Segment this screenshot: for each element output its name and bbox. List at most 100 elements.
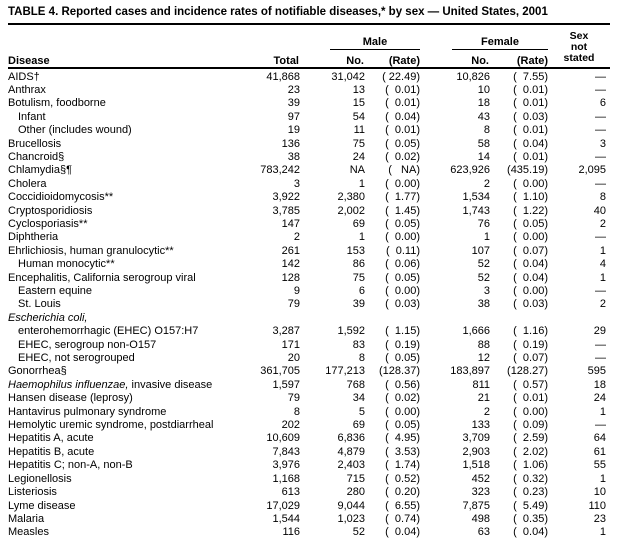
table-row: Human monocytic** 142 86 ( 0.06) 52 ( 0.… bbox=[8, 258, 610, 271]
male-no-cell: 2,403 bbox=[337, 459, 365, 472]
female-no-cell: 52 bbox=[477, 271, 490, 284]
disease-name: AIDS† bbox=[8, 70, 40, 83]
sex-not-stated-cell: 1 bbox=[599, 405, 607, 418]
male-no-cell: 86 bbox=[352, 258, 365, 271]
sex-not-stated-cell: — bbox=[595, 70, 607, 83]
table-row: Hepatitis B, acute 7,843 4,879 ( 3.53) 2… bbox=[8, 446, 610, 459]
disease-name: enterohemorrhagic (EHEC) O157:H7 bbox=[18, 325, 199, 338]
total-cell: 3,922 bbox=[272, 191, 300, 204]
female-no-cell: 58 bbox=[477, 137, 490, 150]
total-cell bbox=[242, 312, 300, 325]
female-rate-cell: ( 0.00) bbox=[513, 405, 549, 418]
disease-cell: Haemophilus influenzae, invasive disease bbox=[8, 379, 242, 392]
sex-not-stated-cell bbox=[548, 312, 610, 325]
female-no-cell: 38 bbox=[477, 298, 490, 311]
disease-cell: Listeriosis bbox=[8, 486, 242, 499]
male-rate-cell: ( 0.00) bbox=[385, 231, 420, 244]
sex-not-stated-cell: — bbox=[595, 231, 607, 244]
disease-cell: Measles bbox=[8, 526, 242, 539]
group-header-row: Male Female Sex not stated bbox=[8, 24, 611, 69]
male-no-cell: 153 bbox=[346, 244, 365, 257]
male-no-cell: 4,879 bbox=[337, 445, 365, 458]
female-no-cell: 21 bbox=[477, 392, 490, 405]
male-no-cell: 24 bbox=[352, 150, 365, 163]
female-rate-cell: ( 0.04) bbox=[513, 137, 549, 150]
table-row: Escherichia coli, bbox=[8, 312, 610, 325]
total-cell: 116 bbox=[282, 526, 300, 539]
male-no-cell: 1,023 bbox=[337, 512, 365, 525]
disease-name: Anthrax bbox=[8, 83, 46, 96]
diseases-by-sex-table: Male Female Sex not stated Disease Total… bbox=[8, 24, 611, 540]
total-cell: 1,597 bbox=[272, 378, 300, 391]
total-column-header: Total bbox=[242, 49, 300, 69]
male-no-cell: 1,592 bbox=[337, 325, 365, 338]
table-row: Other (includes wound) 19 11 ( 0.01) 8 (… bbox=[8, 124, 610, 137]
female-no-cell: 3 bbox=[483, 285, 490, 297]
female-no-cell: 623,926 bbox=[450, 164, 490, 177]
disease-cell: Gonorrhea§ bbox=[8, 365, 242, 378]
sex-not-stated-cell: — bbox=[595, 83, 607, 96]
female-rate-cell: ( 0.04) bbox=[513, 271, 549, 284]
female-no-cell: 2,903 bbox=[462, 445, 490, 458]
disease-cell: AIDS† bbox=[8, 68, 242, 84]
table-header: Male Female Sex not stated Disease Total… bbox=[8, 24, 611, 69]
table-row: Measles 116 52 ( 0.04) 63 ( 0.04) 1 bbox=[8, 526, 610, 539]
disease-name: Hepatitis C; non-A, non-B bbox=[8, 459, 133, 472]
sex-not-stated-cell: 61 bbox=[593, 445, 607, 458]
female-no-cell: 88 bbox=[477, 338, 490, 351]
male-no-cell: 2,002 bbox=[337, 204, 365, 217]
male-rate-cell: ( 1.45) bbox=[385, 204, 420, 217]
disease-name: Diphtheria bbox=[8, 231, 59, 244]
table-row: Gonorrhea§ 361,705 177,213 (128.37) 183,… bbox=[8, 365, 610, 378]
total-cell: 136 bbox=[281, 137, 300, 150]
male-no-cell: 177,213 bbox=[325, 365, 365, 378]
disease-cell: Ehrlichiosis, human granulocytic** bbox=[8, 245, 242, 258]
table-row: St. Louis 79 39 ( 0.03) 38 ( 0.03) 2 bbox=[8, 298, 610, 311]
disease-name: EHEC, serogroup non-O157 bbox=[18, 338, 157, 351]
disease-cell: Encephalitis, California serogroup viral bbox=[8, 272, 242, 285]
female-rate-cell: ( 0.04) bbox=[513, 526, 549, 539]
disease-name: Chlamydia§¶ bbox=[8, 164, 72, 177]
disease-name: Lyme disease bbox=[8, 499, 76, 512]
male-rate-cell: ( 0.04) bbox=[385, 526, 420, 539]
sex-not-stated-cell: 18 bbox=[593, 378, 607, 391]
total-cell: 97 bbox=[287, 110, 300, 123]
sex-not-stated-cell: 595 bbox=[587, 365, 607, 378]
male-rate-cell: ( 0.03) bbox=[385, 298, 420, 311]
table-row: Anthrax 23 13 ( 0.01) 10 ( 0.01) — bbox=[8, 84, 610, 97]
male-no-cell: 54 bbox=[352, 110, 365, 123]
male-rate-cell: ( 0.56) bbox=[385, 378, 420, 391]
disease-cell: Chancroid§ bbox=[8, 151, 242, 164]
table-row: Coccidioidomycosis** 3,922 2,380 ( 1.77)… bbox=[8, 191, 610, 204]
disease-cell: Diphtheria bbox=[8, 231, 242, 244]
sex-not-stated-cell: — bbox=[595, 338, 607, 351]
male-no-cell: 39 bbox=[352, 298, 365, 311]
female-rate-cell: ( 2.02) bbox=[513, 445, 549, 458]
male-no-cell: 280 bbox=[346, 486, 365, 499]
disease-name: Infant bbox=[18, 110, 46, 123]
female-group-header-cell: Female bbox=[420, 25, 549, 50]
sex-not-stated-cell: 1 bbox=[599, 244, 607, 257]
table-row: Brucellosis 136 75 ( 0.05) 58 ( 0.04) 3 bbox=[8, 138, 610, 151]
male-rate-cell: ( 0.01) bbox=[385, 124, 420, 137]
total-cell: 10,609 bbox=[266, 432, 300, 445]
table-body: AIDS† 41,868 31,042 ( 22.49) 10,826 ( 7.… bbox=[8, 68, 610, 540]
female-rate-cell: ( 1.16) bbox=[513, 325, 549, 338]
female-no-cell: 52 bbox=[477, 258, 490, 271]
female-no-cell: 498 bbox=[471, 512, 490, 525]
disease-name: Legionellosis bbox=[8, 472, 72, 485]
total-cell: 1,168 bbox=[272, 472, 300, 485]
sex-not-stated-cell: 4 bbox=[599, 258, 607, 271]
total-cell: 128 bbox=[281, 271, 300, 284]
male-rate-cell: ( 0.02) bbox=[385, 392, 420, 405]
disease-cell: Botulism, foodborne bbox=[8, 97, 242, 110]
sex-not-stated-cell: — bbox=[595, 419, 607, 432]
female-rate-cell: ( 1.10) bbox=[513, 191, 549, 204]
female-no-cell: 14 bbox=[477, 150, 490, 163]
disease-name: Coccidioidomycosis** bbox=[8, 191, 114, 204]
female-no-cell: 18 bbox=[477, 97, 490, 110]
disease-cell: Cyclosporiasis** bbox=[8, 218, 242, 231]
male-rate-cell: ( 3.53) bbox=[385, 445, 420, 458]
male-rate-cell: ( 0.05) bbox=[385, 352, 420, 365]
male-rate-cell: ( 0.20) bbox=[385, 486, 420, 499]
